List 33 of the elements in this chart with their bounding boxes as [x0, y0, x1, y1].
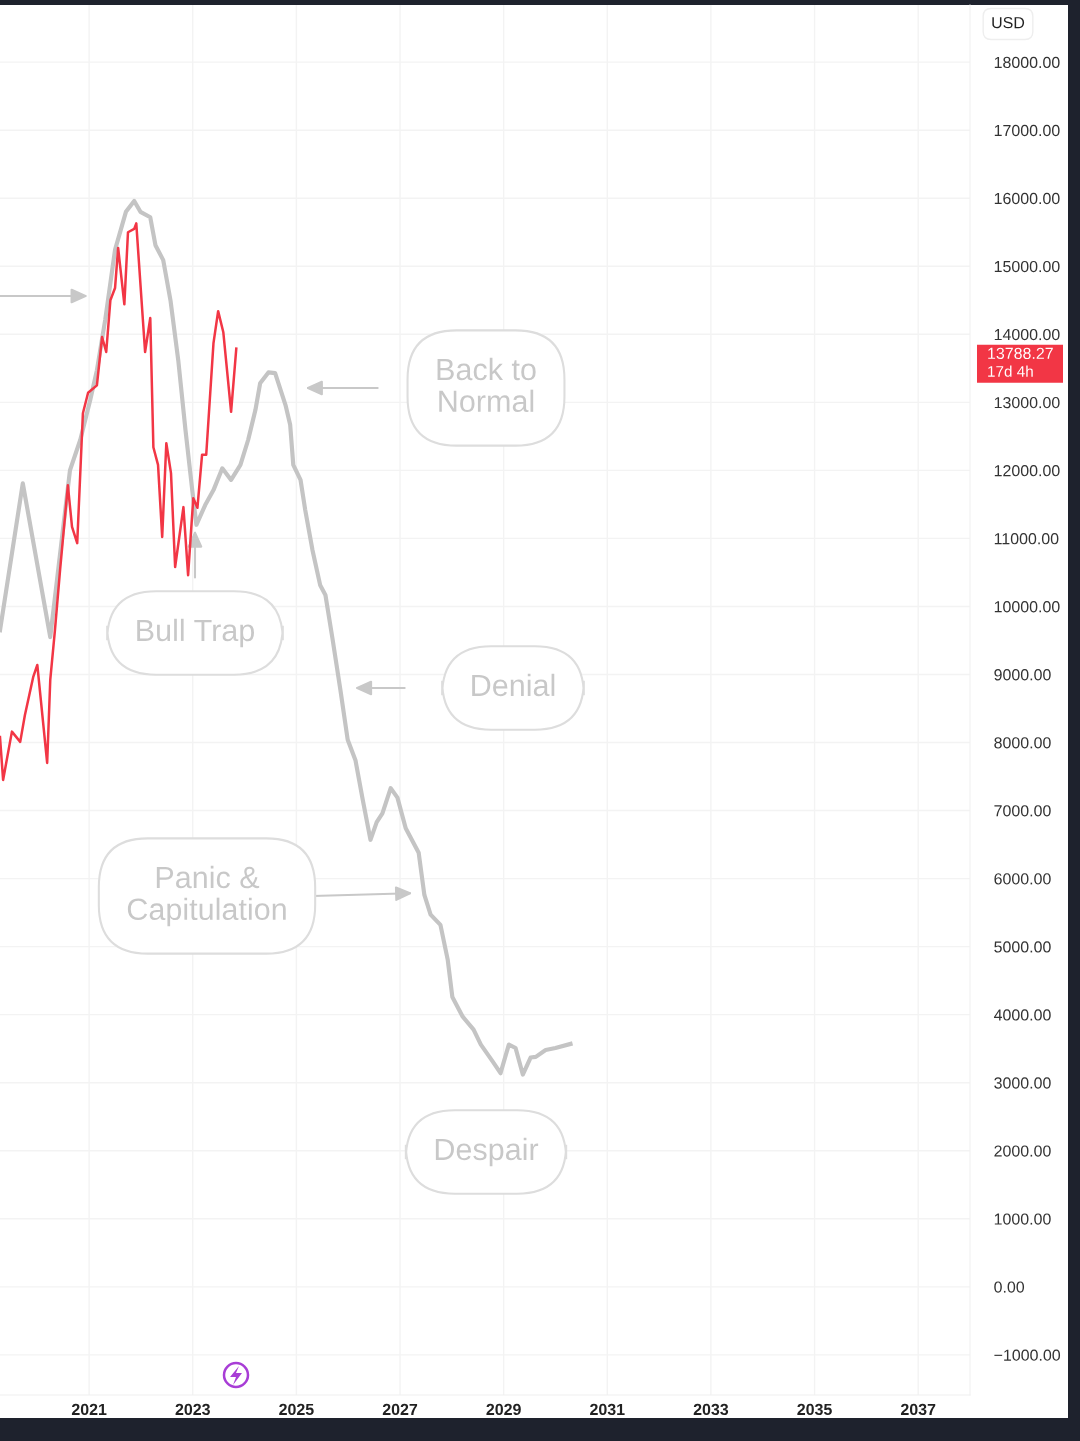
- y-tick-label: 3000.00: [994, 1077, 1051, 1089]
- x-tick-label: 2023: [175, 1403, 210, 1416]
- y-tick-label: 13000.00: [994, 396, 1060, 409]
- x-tick-label: 2021: [71, 1403, 107, 1416]
- x-tick-label: 2029: [486, 1403, 521, 1416]
- x-tick-label: 2031: [590, 1403, 625, 1416]
- x-tick-label: 2025: [279, 1403, 314, 1416]
- x-tick-label: 2027: [382, 1403, 418, 1416]
- y-tick-label: 9000.00: [994, 669, 1051, 681]
- text: USD: [992, 16, 1025, 29]
- x-tick-label: 2037: [900, 1403, 936, 1416]
- y-tick-label: 2000.00: [994, 1145, 1051, 1157]
- y-tick-label: 16000.00: [994, 192, 1060, 205]
- y-tick-label: 8000.00: [994, 737, 1051, 749]
- text: 13788.27: [988, 347, 1053, 359]
- y-tick-label: 1000.00: [994, 1213, 1051, 1225]
- y-tick-label: 12000.00: [994, 465, 1060, 477]
- y-tick-label: 4000.00: [993, 1009, 1051, 1021]
- y-tick-label: 11000.00: [994, 533, 1059, 545]
- y-tick-label: 15000.00: [994, 260, 1060, 273]
- y-tick-label: 7000.00: [994, 805, 1051, 817]
- y-tick-label: 0.00: [994, 1281, 1025, 1293]
- y-tick-label: 10000.00: [994, 601, 1060, 613]
- x-tick-label: 2035: [797, 1403, 832, 1416]
- line-series: [0, 198, 573, 1077]
- y-tick-label: 17000.00: [994, 124, 1060, 137]
- y-tick-label: 14000.00: [994, 328, 1060, 341]
- text: 17d 4h: [988, 365, 1033, 377]
- y-tick-label: 6000.00: [994, 873, 1051, 885]
- x-tick-label: 2033: [693, 1403, 729, 1416]
- y-tick-label: 18000.00: [994, 56, 1060, 69]
- y-tick-label: −1000.00: [994, 1349, 1061, 1361]
- y-tick-label: 5000.00: [994, 941, 1051, 953]
